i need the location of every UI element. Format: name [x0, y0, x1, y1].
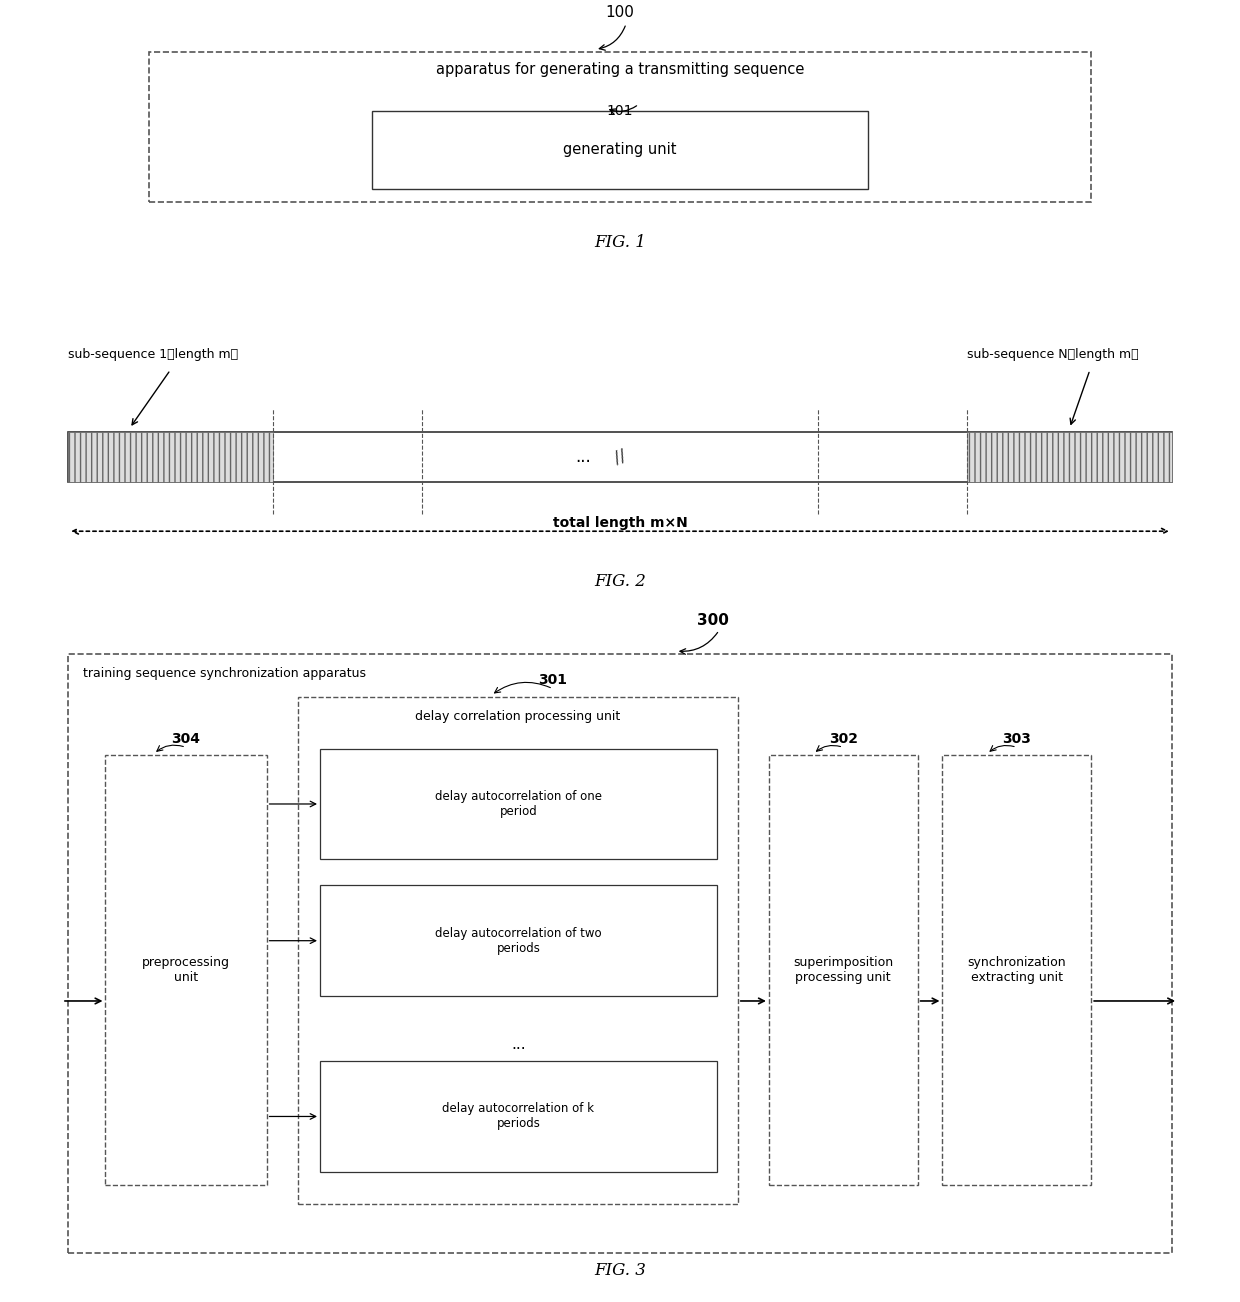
- Text: synchronization
extracting unit: synchronization extracting unit: [967, 956, 1066, 984]
- Text: FIG. 3: FIG. 3: [594, 1262, 646, 1279]
- Text: ...: ...: [575, 448, 590, 466]
- Text: 300: 300: [697, 612, 729, 628]
- Text: //: //: [611, 447, 629, 467]
- Bar: [320, 749, 717, 859]
- Text: ...: ...: [511, 1036, 526, 1052]
- Text: 304: 304: [171, 732, 201, 746]
- Bar: [769, 755, 918, 1185]
- Text: FIG. 2: FIG. 2: [594, 573, 646, 590]
- Bar: [149, 52, 1091, 202]
- Text: sub-sequence N（length m）: sub-sequence N（length m）: [967, 348, 1138, 361]
- Text: FIG. 1: FIG. 1: [594, 234, 646, 251]
- Text: apparatus for generating a transmitting sequence: apparatus for generating a transmitting …: [435, 62, 805, 78]
- Text: delay autocorrelation of one
period: delay autocorrelation of one period: [435, 790, 601, 818]
- Bar: [68, 432, 273, 482]
- Text: total length m×N: total length m×N: [553, 516, 687, 530]
- Bar: [105, 755, 267, 1185]
- Text: superimposition
processing unit: superimposition processing unit: [794, 956, 893, 984]
- Text: 100: 100: [605, 4, 635, 20]
- Text: 301: 301: [538, 673, 568, 687]
- Bar: [68, 654, 1172, 1253]
- Bar: [68, 432, 1172, 482]
- Text: delay autocorrelation of k
periods: delay autocorrelation of k periods: [443, 1103, 594, 1130]
- Text: 101: 101: [606, 104, 634, 118]
- Text: preprocessing
unit: preprocessing unit: [143, 956, 229, 984]
- Text: 303: 303: [1002, 732, 1032, 746]
- Bar: [967, 432, 1172, 482]
- Bar: [942, 755, 1091, 1185]
- Bar: [372, 111, 868, 189]
- Text: 302: 302: [828, 732, 858, 746]
- Bar: [320, 885, 717, 996]
- Bar: [320, 1061, 717, 1172]
- Text: sub-sequence 1（length m）: sub-sequence 1（length m）: [68, 348, 238, 361]
- Text: generating unit: generating unit: [563, 142, 677, 158]
- Text: training sequence synchronization apparatus: training sequence synchronization appara…: [83, 667, 366, 680]
- Bar: [298, 697, 738, 1204]
- Text: delay correlation processing unit: delay correlation processing unit: [415, 710, 620, 723]
- Text: delay autocorrelation of two
periods: delay autocorrelation of two periods: [435, 927, 601, 954]
